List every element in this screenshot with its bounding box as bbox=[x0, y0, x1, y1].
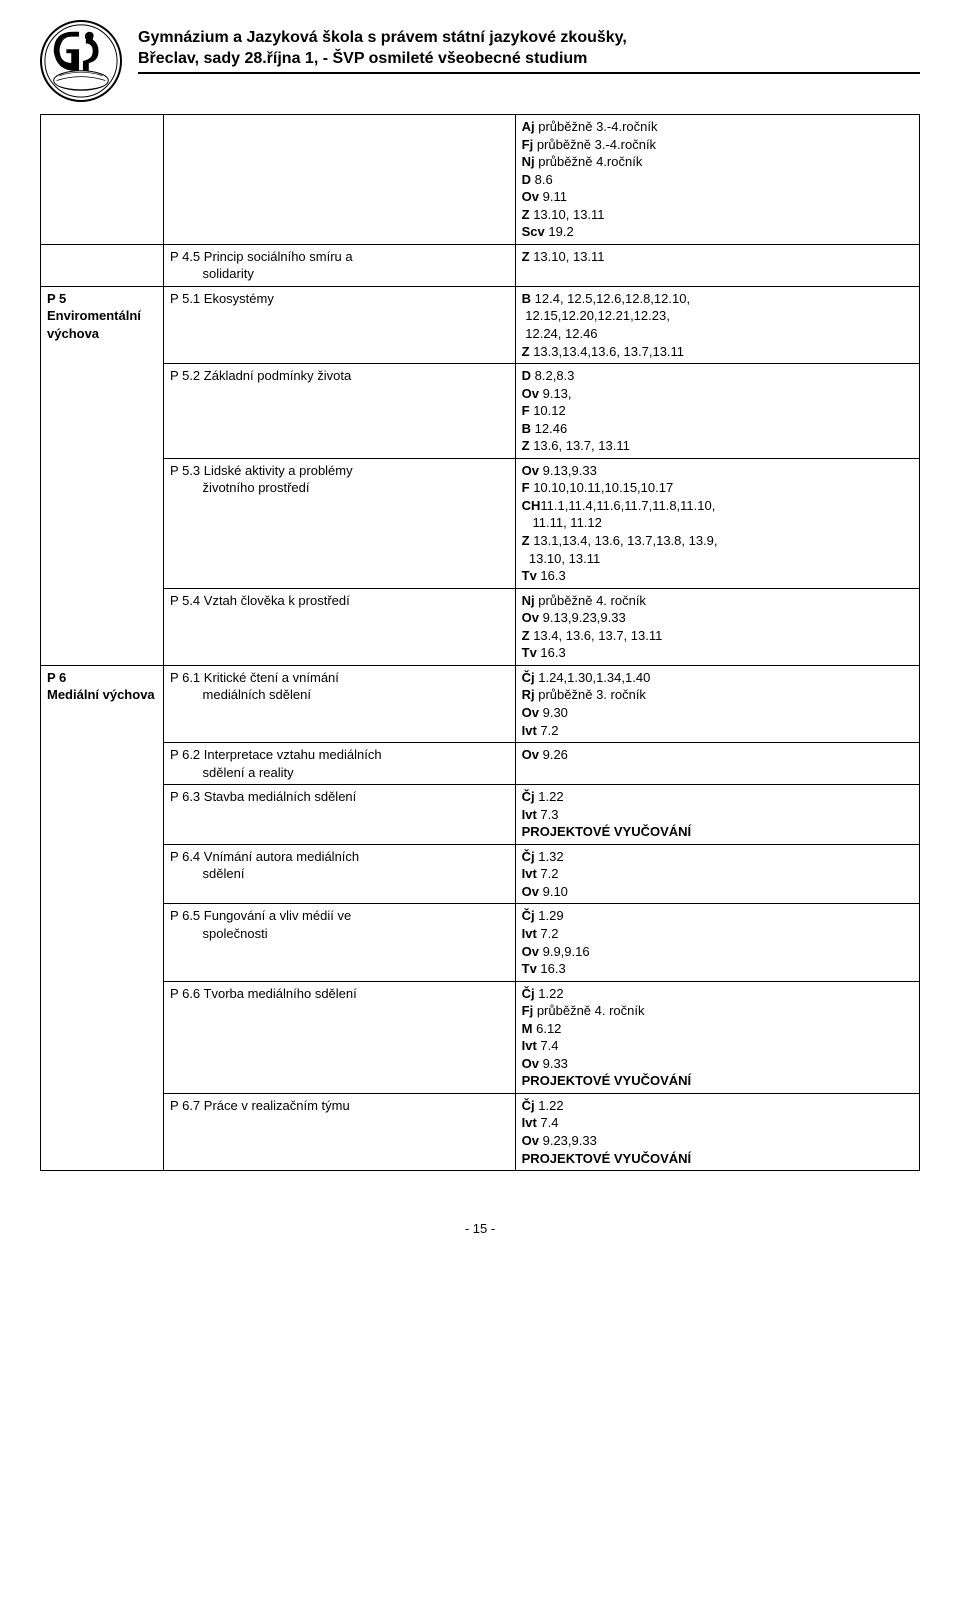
topic-cell: P 6.5 Fungování a vliv médií ve společno… bbox=[164, 904, 516, 981]
table-row: P 4.5 Princip sociálního smíru a solidar… bbox=[41, 244, 920, 286]
reference-cell: Čj 1.22Ivt 7.4Ov 9.23,9.33PROJEKTOVÉ VYU… bbox=[515, 1093, 919, 1170]
reference-cell: B 12.4, 12.5,12.6,12.8,12.10, 12.15,12.2… bbox=[515, 286, 919, 363]
header-divider bbox=[138, 72, 920, 74]
table-row: P 5.2 Základní podmínky životaD 8.2,8.3O… bbox=[41, 364, 920, 459]
topic-cell: P 6.4 Vnímání autora mediálních sdělení bbox=[164, 844, 516, 904]
page-number: - 15 - bbox=[40, 1221, 920, 1236]
category-cell: P 6Mediální výchova bbox=[41, 665, 164, 1170]
reference-cell: Čj 1.32Ivt 7.2Ov 9.10 bbox=[515, 844, 919, 904]
topic-cell: P 6.7 Práce v realizačním týmu bbox=[164, 1093, 516, 1170]
table-row: P 6.2 Interpretace vztahu mediálních sdě… bbox=[41, 743, 920, 785]
table-row: P 6.4 Vnímání autora mediálních sděleníČ… bbox=[41, 844, 920, 904]
reference-cell: Čj 1.24,1.30,1.34,1.40Rj průběžně 3. roč… bbox=[515, 665, 919, 742]
table-row: P 5.4 Vztah člověka k prostředíNj průběž… bbox=[41, 588, 920, 665]
table-row: Aj průběžně 3.-4.ročníkFj průběžně 3.-4.… bbox=[41, 115, 920, 245]
curriculum-table: Aj průběžně 3.-4.ročníkFj průběžně 3.-4.… bbox=[40, 114, 920, 1171]
document-header: Gymnázium a Jazyková škola s právem stát… bbox=[40, 20, 920, 102]
reference-cell: Nj průběžně 4. ročníkOv 9.13,9.23,9.33Z … bbox=[515, 588, 919, 665]
category-cell bbox=[41, 115, 164, 245]
table-row: P 6.5 Fungování a vliv médií ve společno… bbox=[41, 904, 920, 981]
topic-cell: P 5.3 Lidské aktivity a problémy životní… bbox=[164, 458, 516, 588]
topic-cell: P 6.1 Kritické čtení a vnímání mediálníc… bbox=[164, 665, 516, 742]
header-line-1: Gymnázium a Jazyková škola s právem stát… bbox=[138, 28, 920, 49]
topic-cell: P 6.2 Interpretace vztahu mediálních sdě… bbox=[164, 743, 516, 785]
table-row: P 6.6 Tvorba mediálního sděleníČj 1.22Fj… bbox=[41, 981, 920, 1093]
header-title: Gymnázium a Jazyková škola s právem stát… bbox=[138, 20, 920, 92]
reference-cell: Aj průběžně 3.-4.ročníkFj průběžně 3.-4.… bbox=[515, 115, 919, 245]
topic-cell bbox=[164, 115, 516, 245]
topic-cell: P 6.6 Tvorba mediálního sdělení bbox=[164, 981, 516, 1093]
school-logo bbox=[40, 20, 122, 102]
reference-cell: Z 13.10, 13.11 bbox=[515, 244, 919, 286]
topic-cell: P 5.4 Vztah člověka k prostředí bbox=[164, 588, 516, 665]
reference-cell: Čj 1.22Ivt 7.3PROJEKTOVÉ VYUČOVÁNÍ bbox=[515, 785, 919, 845]
table-row: P 5EnviromentálnívýchovaP 5.1 Ekosystémy… bbox=[41, 286, 920, 363]
category-cell bbox=[41, 244, 164, 286]
table-row: P 6Mediální výchovaP 6.1 Kritické čtení … bbox=[41, 665, 920, 742]
category-cell: P 5Enviromentálnívýchova bbox=[41, 286, 164, 665]
topic-cell: P 5.1 Ekosystémy bbox=[164, 286, 516, 363]
reference-cell: Ov 9.26 bbox=[515, 743, 919, 785]
table-row: P 6.3 Stavba mediálních sděleníČj 1.22Iv… bbox=[41, 785, 920, 845]
reference-cell: D 8.2,8.3Ov 9.13,F 10.12B 12.46Z 13.6, 1… bbox=[515, 364, 919, 459]
reference-cell: Ov 9.13,9.33F 10.10,10.11,10.15,10.17CH1… bbox=[515, 458, 919, 588]
topic-cell: P 5.2 Základní podmínky života bbox=[164, 364, 516, 459]
topic-cell: P 6.3 Stavba mediálních sdělení bbox=[164, 785, 516, 845]
table-row: P 5.3 Lidské aktivity a problémy životní… bbox=[41, 458, 920, 588]
table-row: P 6.7 Práce v realizačním týmuČj 1.22Ivt… bbox=[41, 1093, 920, 1170]
topic-cell: P 4.5 Princip sociálního smíru a solidar… bbox=[164, 244, 516, 286]
reference-cell: Čj 1.22Fj průběžně 4. ročníkM 6.12Ivt 7.… bbox=[515, 981, 919, 1093]
reference-cell: Čj 1.29Ivt 7.2Ov 9.9,9.16Tv 16.3 bbox=[515, 904, 919, 981]
header-line-2: Břeclav, sady 28.října 1, - ŠVP osmileté… bbox=[138, 49, 920, 70]
